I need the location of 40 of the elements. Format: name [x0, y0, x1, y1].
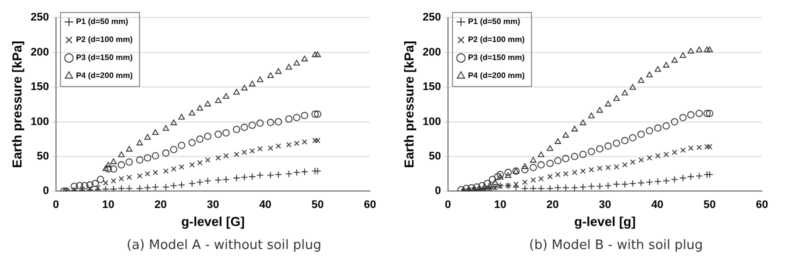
legend-label: P2 (d=100 mm) [76, 35, 133, 44]
y-tick-label: 0 [434, 185, 441, 198]
x-tick-label: 40 [259, 198, 272, 211]
x-tick-label: 60 [364, 198, 376, 211]
y-tick-label: 150 [30, 81, 49, 94]
legend-label: P4 (d=200 mm) [76, 71, 133, 80]
legend-label: P3 (d=150 mm) [76, 53, 133, 62]
x-tick-label: 50 [704, 198, 716, 211]
x-tick-label: 0 [444, 198, 452, 211]
x-tick-label: 10 [102, 198, 114, 211]
x-axis-title: g-level [g] [574, 214, 636, 229]
text: (a) Model A - without soil plug [126, 238, 322, 253]
x-tick-label: 20 [154, 198, 167, 211]
legend-label: P3 (d=150 mm) [468, 53, 525, 62]
x-tick-label: 30 [598, 198, 612, 211]
legend-label: P4 (d=200 mm) [468, 71, 525, 80]
y-tick-label: 150 [422, 81, 441, 94]
x-tick-label: 40 [651, 198, 664, 211]
x-tick-label: 20 [546, 198, 559, 211]
y-tick-label: 0 [42, 185, 49, 198]
y-tick-label: 200 [30, 46, 49, 58]
x-axis-title: g-level [G] [181, 214, 245, 229]
y-tick-label: 200 [422, 46, 441, 58]
x-tick-label: 30 [206, 198, 220, 211]
legend-label: P2 (d=100 mm) [468, 35, 525, 44]
x-tick-label: 10 [494, 198, 506, 211]
x-tick-label: 50 [312, 198, 324, 211]
y-tick-label: 50 [428, 150, 441, 163]
y-tick-label: 250 [30, 12, 49, 24]
y-tick-label: 50 [36, 150, 49, 163]
y-tick-label: 100 [30, 116, 49, 128]
text: (b) Model B - with soil plug [528, 238, 704, 253]
legend-label: P1 (d=50 mm) [76, 17, 129, 26]
x-tick-label: 0 [52, 198, 60, 211]
legend-label: P1 (d=50 mm) [468, 17, 521, 26]
y-tick-label: 250 [422, 12, 441, 24]
y-axis-title: Earth pressure [kPa] [9, 40, 24, 168]
y-tick-label: 100 [422, 116, 441, 128]
x-tick-label: 60 [756, 198, 768, 211]
y-axis-title: Earth pressure [kPa] [401, 40, 416, 168]
